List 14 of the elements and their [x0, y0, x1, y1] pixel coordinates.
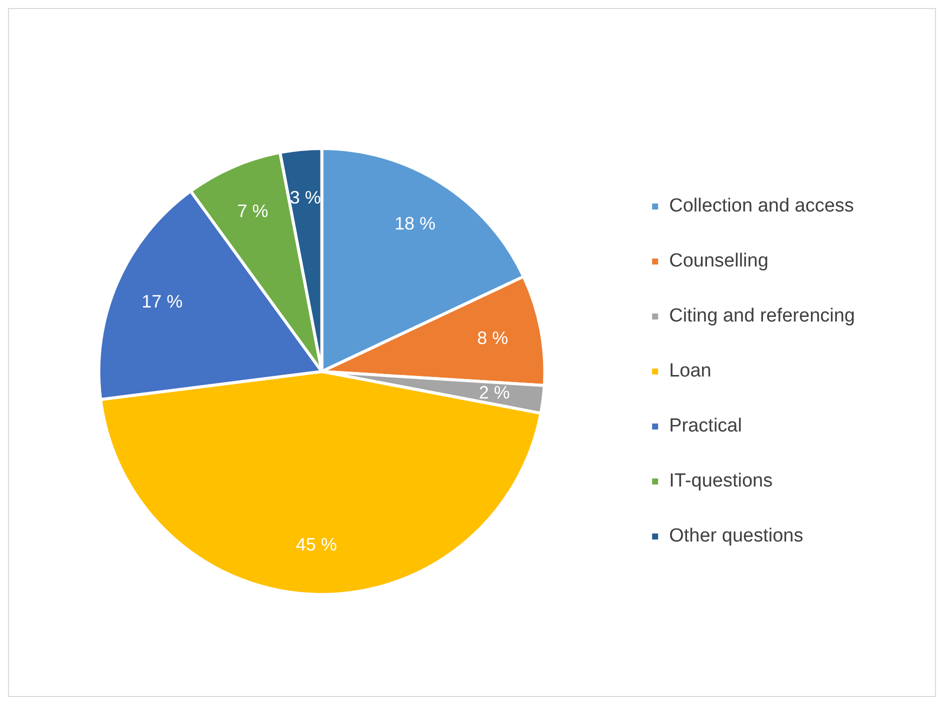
data-label: 2 % — [478, 382, 510, 402]
legend-label: Counselling — [669, 250, 768, 272]
legend-label: Citing and referencing — [669, 306, 855, 327]
data-label: 17 % — [142, 291, 183, 312]
data-label: 7 % — [237, 200, 268, 221]
data-label: 18 % — [394, 214, 436, 234]
data-label: 3 % — [290, 187, 321, 208]
data-label: 45 % — [296, 534, 337, 554]
legend-label: Other questions — [669, 526, 804, 547]
legend-label: Collection and access — [669, 196, 854, 217]
data-label: 8 % — [477, 328, 508, 348]
legend-label: IT-questions — [669, 470, 773, 492]
legend-label: Practical — [669, 416, 742, 437]
legend-label: Loan — [669, 360, 712, 382]
